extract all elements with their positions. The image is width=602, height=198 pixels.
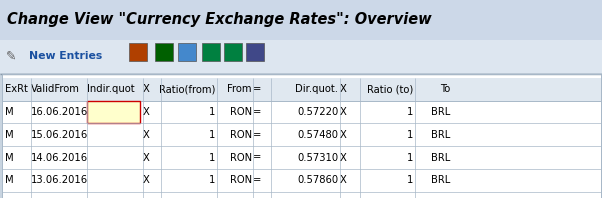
Text: X: X	[143, 107, 149, 117]
Text: ValidFrom: ValidFrom	[31, 84, 80, 94]
Text: Ratio(from): Ratio(from)	[159, 84, 216, 94]
Text: X: X	[340, 84, 347, 94]
Text: 0.57480: 0.57480	[297, 130, 338, 140]
FancyBboxPatch shape	[2, 74, 601, 198]
Text: To: To	[440, 84, 450, 94]
Text: RON: RON	[229, 152, 252, 163]
FancyBboxPatch shape	[2, 123, 601, 146]
Text: X: X	[143, 152, 149, 163]
Text: M: M	[5, 175, 13, 185]
Text: 0.57860: 0.57860	[297, 175, 338, 185]
FancyBboxPatch shape	[246, 43, 264, 61]
Text: X: X	[143, 130, 149, 140]
Text: X: X	[340, 175, 347, 185]
Text: RON: RON	[229, 107, 252, 117]
FancyBboxPatch shape	[129, 43, 147, 61]
Text: =: =	[253, 84, 261, 94]
Text: 1: 1	[209, 130, 216, 140]
Text: 1: 1	[406, 152, 413, 163]
Text: ✎: ✎	[6, 50, 16, 63]
Text: M: M	[5, 107, 13, 117]
Text: 1: 1	[209, 175, 216, 185]
FancyBboxPatch shape	[155, 43, 173, 61]
Text: 1: 1	[406, 107, 413, 117]
Text: 13.06.2016: 13.06.2016	[31, 175, 88, 185]
Text: ExRt: ExRt	[5, 84, 28, 94]
Text: BRL: BRL	[431, 175, 450, 185]
Text: RON: RON	[229, 175, 252, 185]
Text: 16.06.2016: 16.06.2016	[31, 107, 88, 117]
Text: X: X	[340, 152, 347, 163]
FancyBboxPatch shape	[2, 169, 601, 192]
FancyBboxPatch shape	[87, 101, 140, 123]
Text: X: X	[340, 130, 347, 140]
Text: M: M	[5, 152, 13, 163]
Text: Change View "Currency Exchange Rates": Overview: Change View "Currency Exchange Rates": O…	[7, 12, 432, 27]
Text: X: X	[143, 84, 149, 94]
Text: Ratio (to): Ratio (to)	[367, 84, 413, 94]
Text: =: =	[253, 152, 261, 163]
FancyBboxPatch shape	[178, 43, 196, 61]
Text: 1: 1	[406, 130, 413, 140]
FancyBboxPatch shape	[202, 43, 220, 61]
Text: Indir.quot: Indir.quot	[87, 84, 135, 94]
FancyBboxPatch shape	[224, 43, 242, 61]
Text: =: =	[253, 107, 261, 117]
Text: 1: 1	[406, 175, 413, 185]
Text: BRL: BRL	[431, 107, 450, 117]
Text: X: X	[340, 107, 347, 117]
FancyBboxPatch shape	[0, 40, 602, 73]
Text: New Entries: New Entries	[29, 51, 102, 61]
Text: M: M	[5, 130, 13, 140]
Text: From: From	[227, 84, 252, 94]
Text: X: X	[143, 175, 149, 185]
Text: =: =	[253, 175, 261, 185]
Text: Dir.quot.: Dir.quot.	[296, 84, 338, 94]
Text: 1: 1	[209, 152, 216, 163]
Text: BRL: BRL	[431, 130, 450, 140]
Text: RON: RON	[229, 130, 252, 140]
Text: 0.57310: 0.57310	[297, 152, 338, 163]
Text: 15.06.2016: 15.06.2016	[31, 130, 88, 140]
Text: =: =	[253, 130, 261, 140]
FancyBboxPatch shape	[2, 146, 601, 169]
FancyBboxPatch shape	[0, 0, 602, 40]
Text: 1: 1	[209, 107, 216, 117]
FancyBboxPatch shape	[2, 192, 601, 198]
Text: BRL: BRL	[431, 152, 450, 163]
Text: 0.57220: 0.57220	[297, 107, 338, 117]
FancyBboxPatch shape	[2, 78, 601, 101]
FancyBboxPatch shape	[2, 101, 601, 123]
Text: 14.06.2016: 14.06.2016	[31, 152, 88, 163]
